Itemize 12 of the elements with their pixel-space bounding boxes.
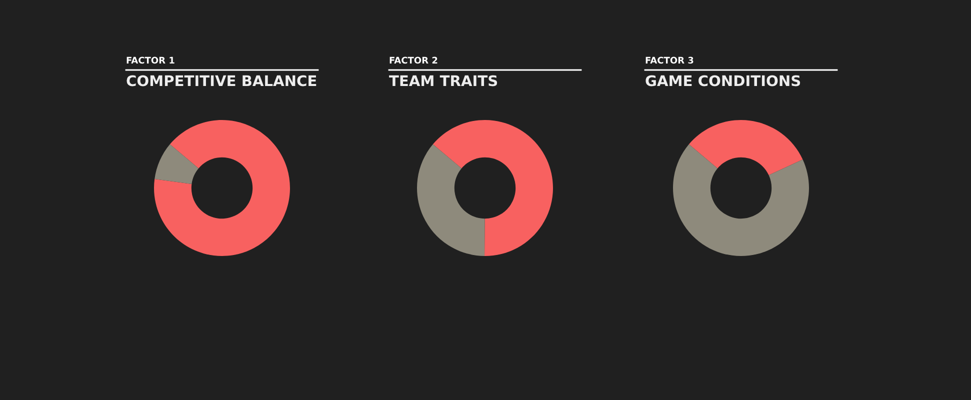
chart-subtitle: COMPETITIVE BALANCE xyxy=(126,75,316,86)
donut-slice xyxy=(432,120,553,256)
chart-subtitle: TEAM TRAITS xyxy=(389,75,498,86)
chart-title: FACTOR 3 xyxy=(646,56,694,64)
donut-slice xyxy=(154,144,199,184)
donut-slice xyxy=(154,120,290,256)
chart-subtitle: GAME CONDITIONS xyxy=(646,75,800,86)
chart-title: FACTOR 2 xyxy=(390,56,438,64)
donut-slice xyxy=(688,120,803,176)
donut-slice xyxy=(673,144,809,256)
chart-title: FACTOR 1 xyxy=(126,56,174,64)
donut-slice xyxy=(417,144,485,256)
